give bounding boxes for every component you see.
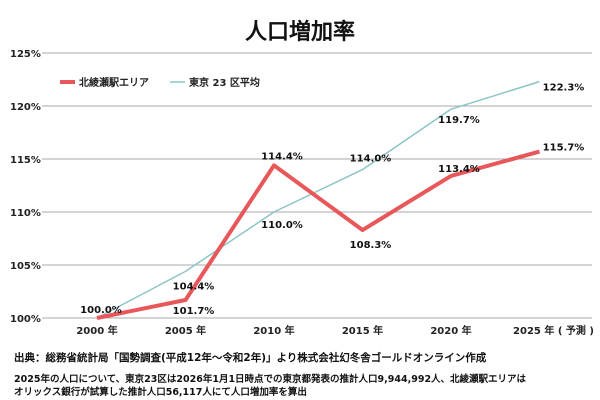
source-note: 出典：総務省統計局「国勢調査(平成12年〜令和2年)」より株式会社幻冬舎ゴールド… [14, 352, 487, 364]
data-label: 122.3% [543, 83, 585, 94]
y-tick-label: 125% [10, 49, 41, 60]
data-label: 110.0% [261, 220, 303, 231]
chart-title: 人口増加率 [244, 20, 355, 45]
x-tick-label: 2020 年 [430, 324, 471, 337]
data-label: 114.4% [261, 151, 303, 162]
y-tick-label: 120% [10, 102, 41, 113]
x-tick-label: 2000 年 [76, 324, 117, 337]
x-tick-label: 2025 年 ( 予測 ) [513, 324, 594, 337]
y-tick-label: 100% [10, 314, 41, 325]
footnote-line-1: 2025年の人口について、東京23区は2026年1月1日時点での東京都発表の推計… [14, 374, 527, 385]
x-tick-label: 2015 年 [342, 324, 383, 337]
data-label: 108.3% [350, 240, 392, 251]
x-tick-label: 2005 年 [165, 324, 206, 337]
data-label: 101.7% [173, 306, 215, 317]
data-label: 113.4% [438, 164, 480, 175]
y-tick-label: 110% [10, 208, 41, 219]
data-label: 104.4% [173, 281, 215, 292]
x-tick-label: 2010 年 [253, 324, 294, 337]
series-line-1 [96, 80, 540, 319]
y-tick-label: 115% [10, 155, 41, 166]
footnote-line-2: オリックス銀行が試算した推計人口56,117人にて人口増加率を算出 [14, 387, 307, 398]
line-chart: 100% 105% 110% 115% 120% 125% 2000 年 2005 年 2010… [10, 49, 594, 337]
y-tick-label: 105% [10, 261, 41, 272]
data-label: 115.7% [543, 143, 585, 154]
data-label: 100.0% [80, 305, 122, 316]
series-line-0 [96, 149, 541, 320]
legend-label: 東京 23 区平均 [189, 76, 260, 89]
legend-label: 北綾瀬駅エリア [79, 76, 149, 89]
data-label: 114.0% [350, 154, 392, 165]
data-label: 119.7% [438, 115, 480, 126]
